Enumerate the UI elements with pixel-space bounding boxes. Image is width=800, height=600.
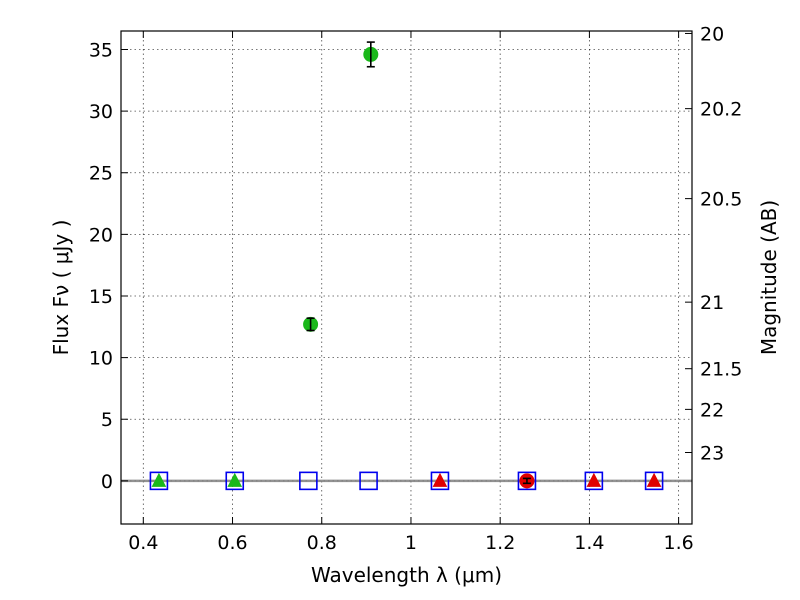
open-square-marker: [517, 471, 537, 491]
open-square-marker: [225, 471, 245, 491]
magnitude-tick-label: 20.5: [700, 189, 742, 211]
open-square-marker: [299, 471, 318, 491]
open-square-marker: [149, 471, 169, 491]
x-tick-label: 1.6: [664, 532, 694, 554]
magnitude-tick-label: 23: [700, 443, 724, 465]
open-square-marker: [359, 471, 378, 491]
x-tick-label: 0.8: [307, 532, 337, 554]
magnitude-tick-label: 21: [700, 292, 724, 314]
plot-frame: [120, 30, 693, 525]
open-square-marker: [430, 471, 450, 491]
y-tick-label: 35: [89, 39, 113, 61]
x-tick-label: 0.6: [217, 532, 247, 554]
magnitude-tick-label: 20: [700, 23, 724, 45]
y-tick-label: 30: [89, 101, 113, 123]
y-tick-label: 20: [89, 224, 113, 246]
x-tick-label: 1.2: [485, 532, 515, 554]
x-tick-label: 1: [405, 532, 417, 554]
magnitude-tick-label: 21.5: [700, 359, 742, 381]
x-tick-label: 1.4: [574, 532, 604, 554]
y-tick-label: 10: [89, 348, 113, 370]
axis-ticks: 0.4 0.6 0.8 1 1.2 1.4 1.6 0 5 10 15 20 25 30 35 20 20.2 2…: [89, 23, 743, 554]
y-tick-label: 25: [89, 163, 113, 185]
y-tick-label: 15: [89, 286, 113, 308]
magnitude-tick-label: 20.2: [700, 99, 742, 121]
triangle-marker: [646, 472, 662, 487]
magnitude-tick-label: 22: [700, 399, 724, 421]
y-tick-label: 0: [101, 471, 113, 493]
triangle-marker: [432, 472, 448, 487]
triangle-marker: [586, 472, 602, 487]
x-tick-label: 0.4: [128, 532, 158, 554]
open-square-marker: [584, 471, 604, 491]
triangle-marker: [151, 472, 167, 487]
triangle-marker: [227, 472, 243, 487]
magnitude-axis-label: Magnitude (AB): [757, 200, 781, 355]
open-square-marker: [644, 471, 664, 491]
grid: [121, 31, 692, 524]
y-axis-label: Flux Fν ( μJy ): [49, 220, 73, 356]
y-tick-label: 5: [101, 409, 113, 431]
data-points: [149, 41, 664, 491]
x-axis-label: Wavelength λ (μm): [311, 563, 502, 587]
